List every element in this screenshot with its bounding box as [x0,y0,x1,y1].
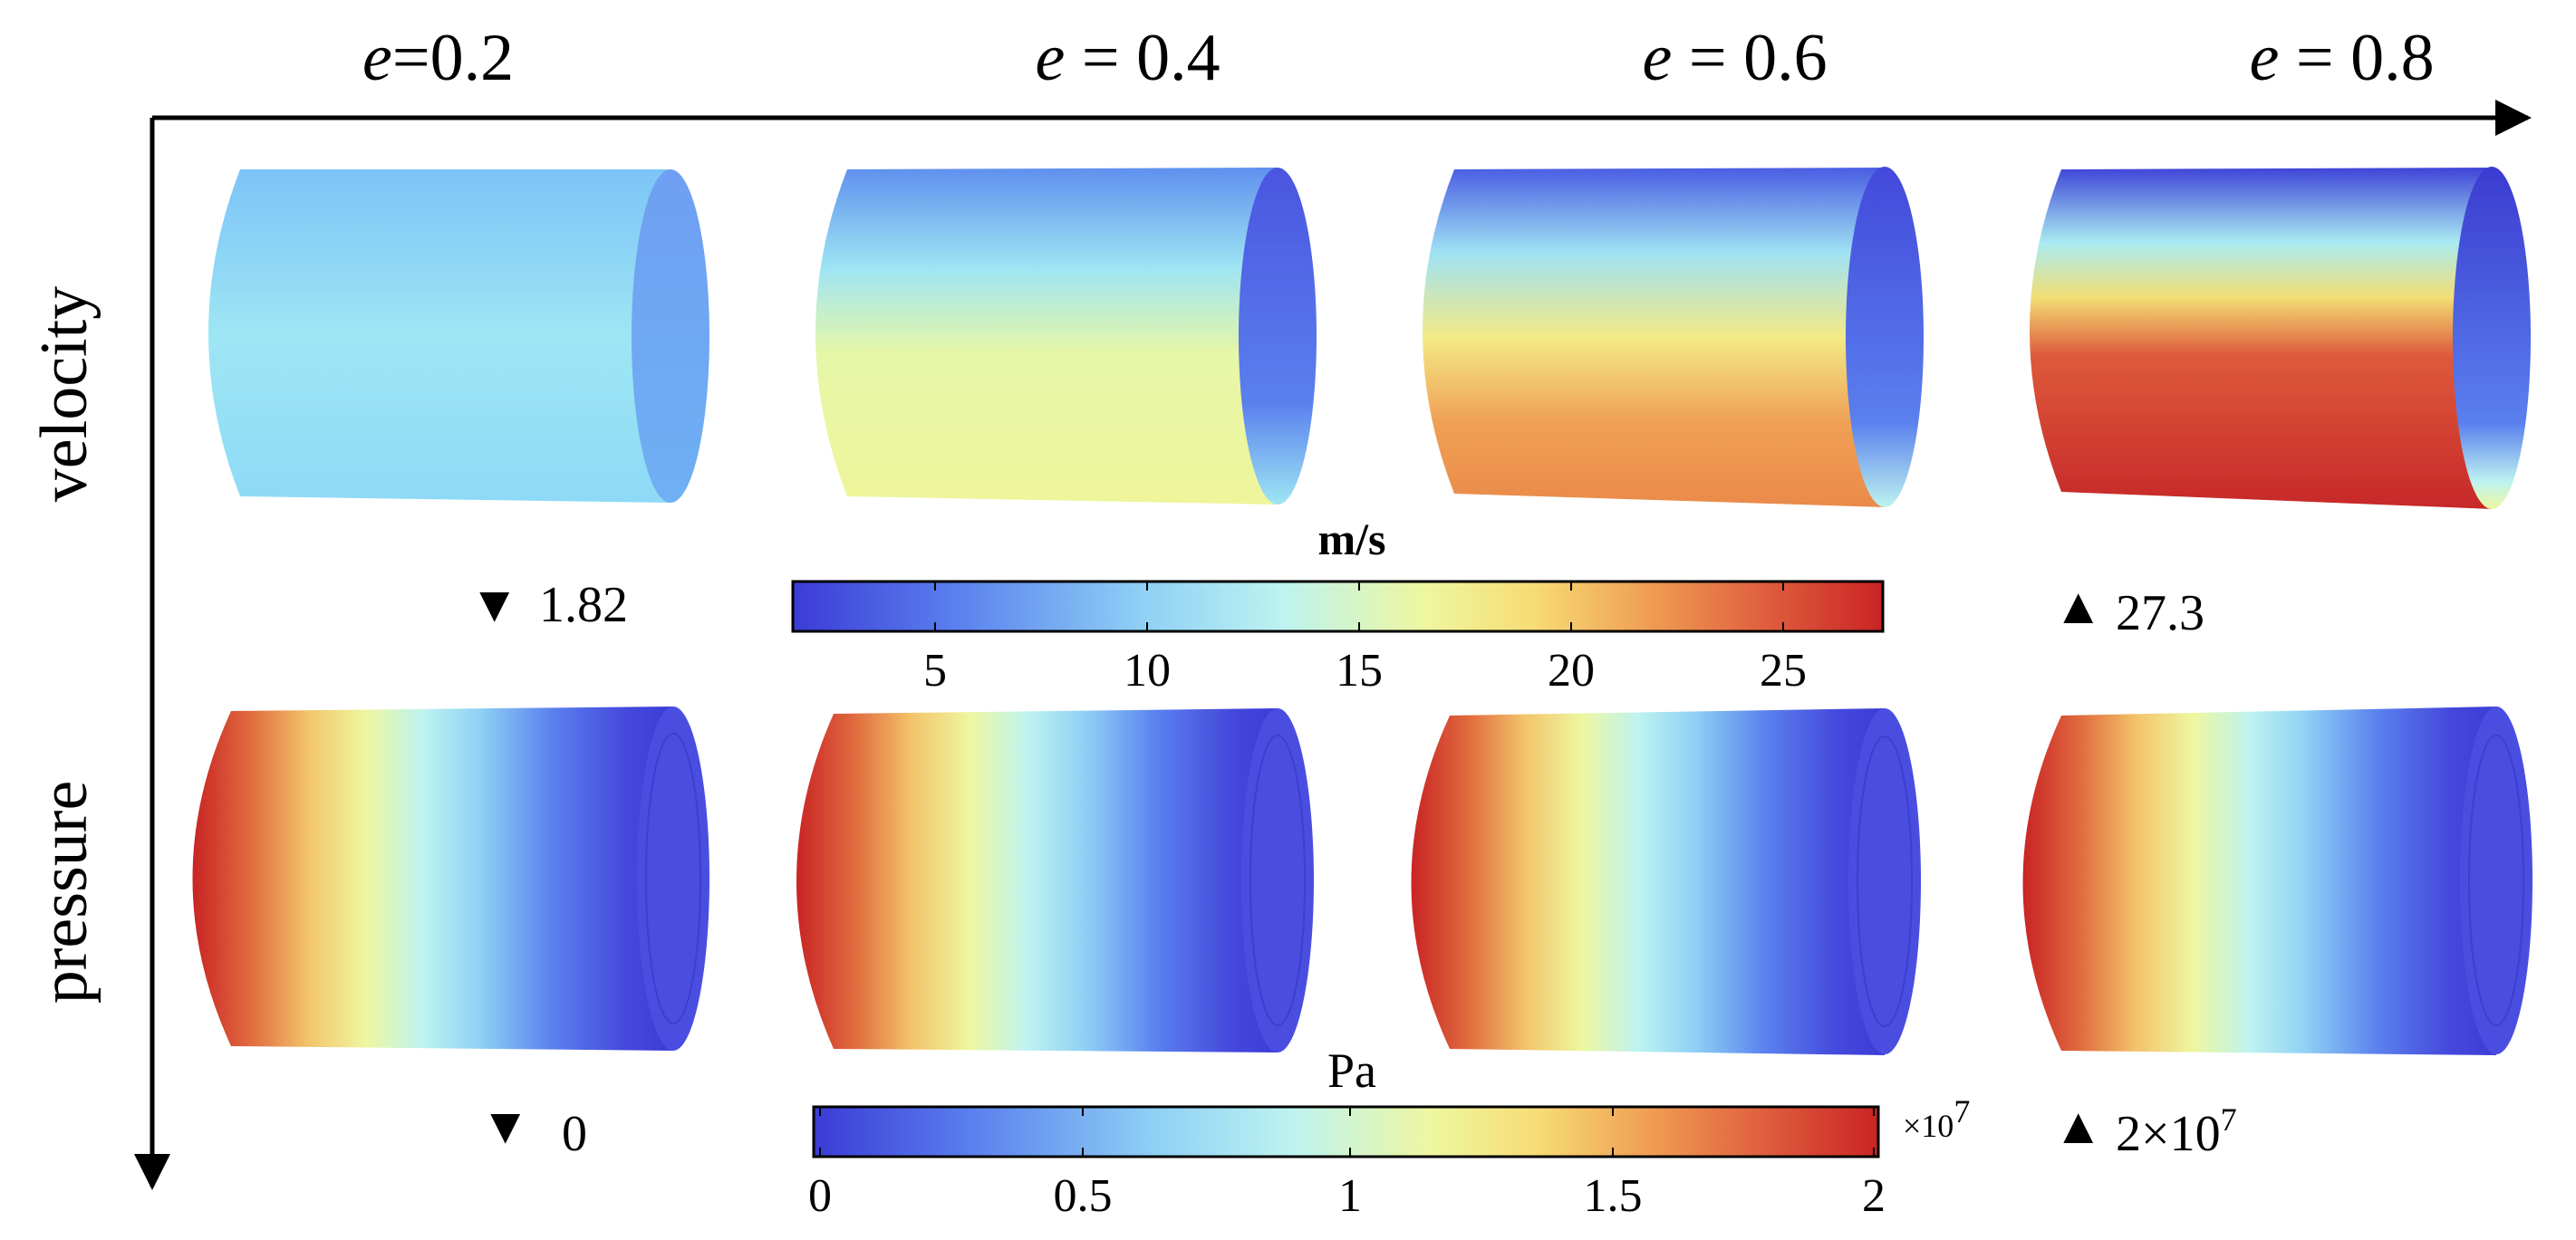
pressure-min-marker: ▼ [480,1099,530,1155]
column-header-1: e=0.2 [362,21,514,95]
pressure-min-value: 0 [562,1106,587,1162]
velocity-min-value: 1.82 [539,577,628,633]
velocity-min-marker: ▼ [469,577,519,633]
velocity-max-indicator: ▲ 27.3 [2053,579,2205,641]
velocity-cylinder-4 [2030,167,2531,509]
pressure-tick-label-2: 1 [1338,1170,1362,1222]
velocity-cylinder-3 [1423,167,1924,507]
pressure-min-indicator: ▼ 0 [480,1099,587,1162]
velocity-tick-label-3: 20 [1548,645,1595,697]
column-header-3: e = 0.6 [1558,21,1877,95]
velocity-max-marker: ▲ [2053,579,2103,635]
pressure-unit-label: Pa [1327,1043,1376,1098]
pressure-max-value: 2×107 [2116,1101,2237,1162]
pressure-tick-label-4: 2 [1862,1170,1886,1222]
velocity-cylinder-2 [815,168,1317,505]
velocity-min-indicator: ▼ 1.82 [469,577,628,633]
pressure-colorbar: Pa 0 0.5 1 1.5 2 ×107 [808,1043,1970,1222]
velocity-tick-label-1: 10 [1124,645,1171,697]
pressure-tick-label-1: 0.5 [1054,1170,1113,1222]
pressure-max-marker: ▲ [2053,1099,2103,1155]
velocity-colorbar: m/s 5 10 15 20 25 [791,514,1885,697]
pressure-multiplier: ×107 [1903,1093,1970,1144]
pressure-tick-label-0: 0 [808,1170,832,1222]
pressure-cylinder-1 [192,707,709,1051]
pressure-cylinder-4 [2022,707,2533,1055]
column-header-4: e = 0.8 [2166,21,2484,95]
velocity-tick-label-4: 25 [1760,645,1807,697]
row-label-pressure: pressure [27,781,101,1004]
velocity-max-value: 27.3 [2116,585,2205,641]
pressure-cylinder-3 [1411,708,1921,1055]
velocity-unit-label: m/s [1318,514,1386,564]
pressure-tick-label-3: 1.5 [1584,1170,1643,1222]
column-header-2: e = 0.4 [951,21,1270,95]
row-label-velocity: velocity [27,286,101,502]
pressure-cylinder-2 [796,708,1314,1053]
velocity-cylinder-1 [208,169,709,503]
pressure-max-indicator: ▲ 2×107 [2053,1099,2237,1162]
velocity-tick-label-2: 15 [1336,645,1383,697]
velocity-tick-label-0: 5 [923,645,947,697]
